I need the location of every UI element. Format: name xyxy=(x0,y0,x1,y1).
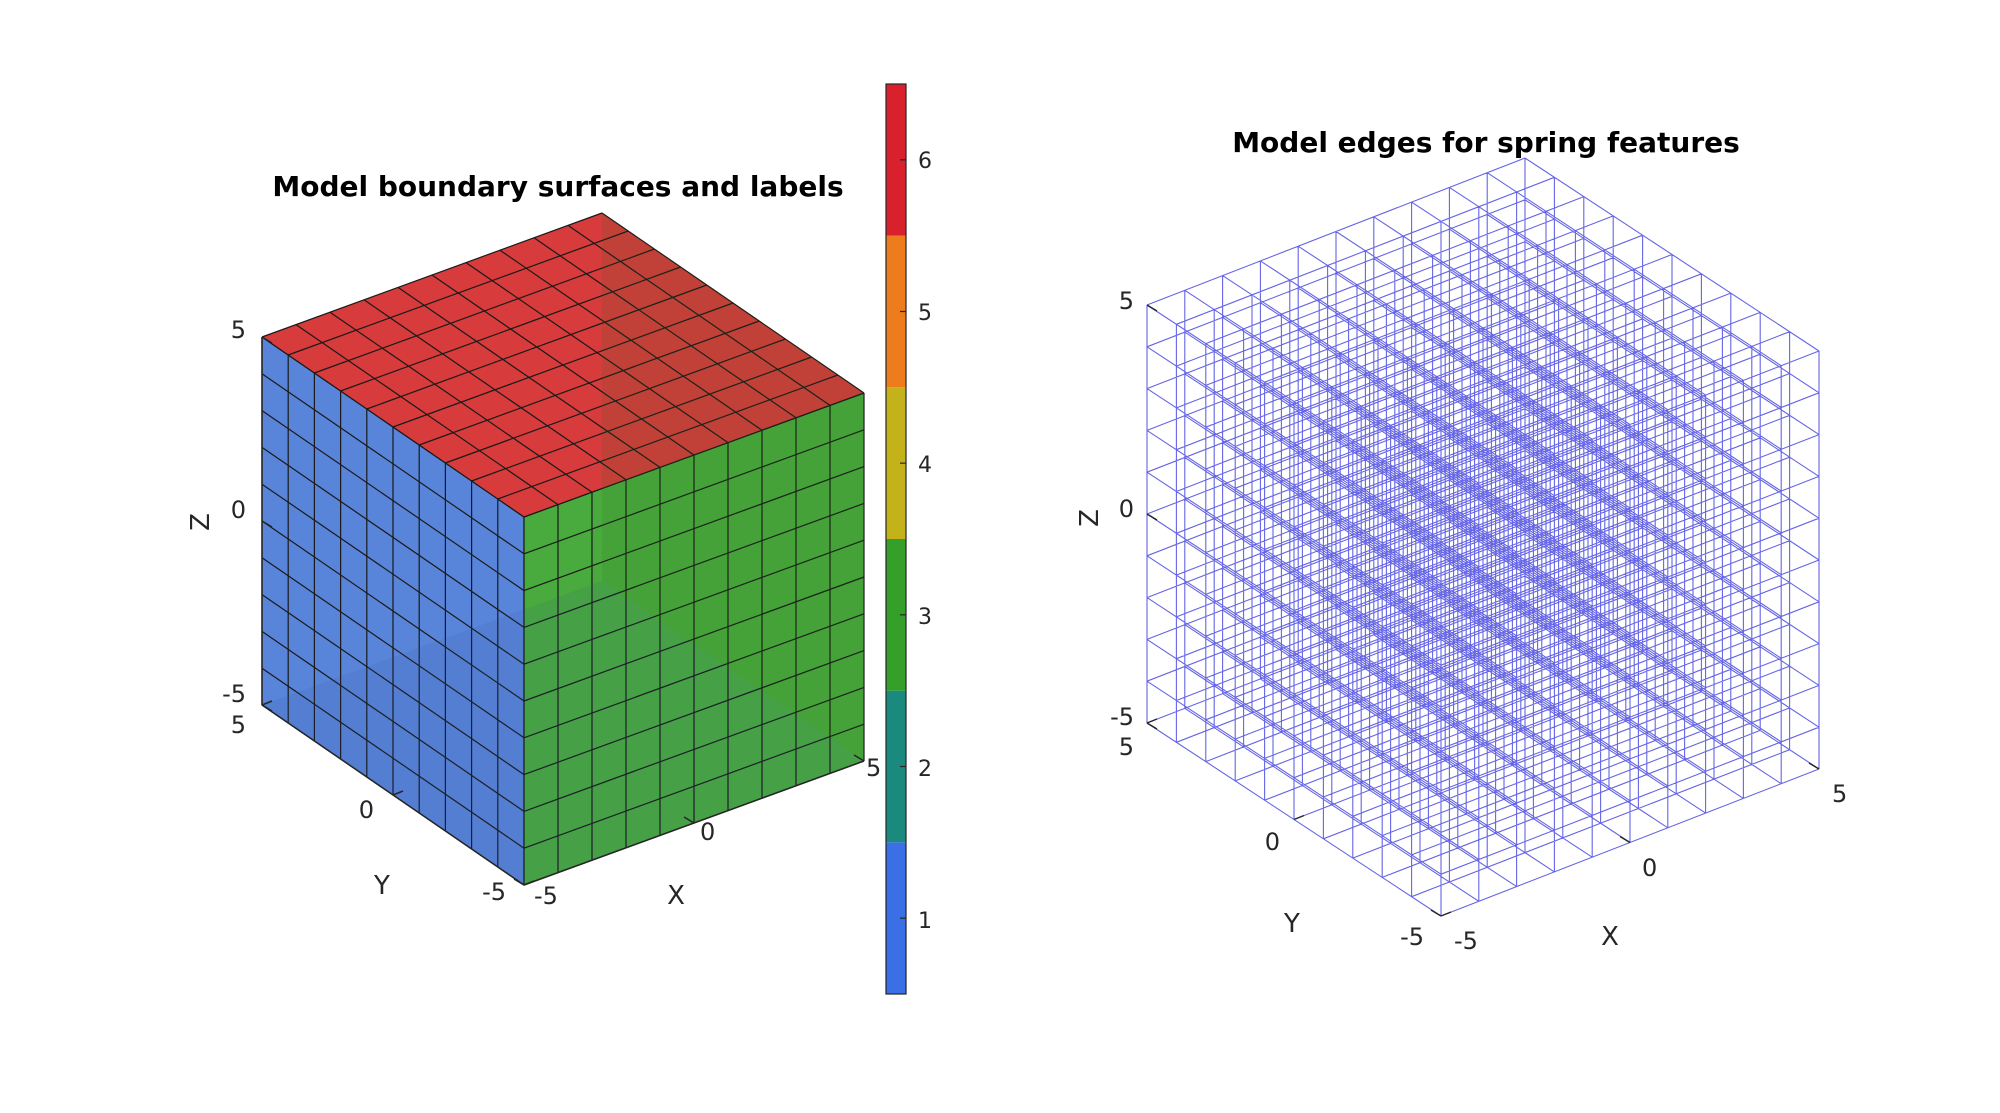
tick-mark xyxy=(1808,762,1820,770)
colorbar-tick-1: 1 xyxy=(918,909,932,934)
colorbar-tick-2: 2 xyxy=(918,757,932,782)
mesh-line xyxy=(287,230,629,356)
colorbar xyxy=(885,83,907,995)
z-tick-0: 0 xyxy=(231,496,246,524)
mesh-line xyxy=(533,237,797,419)
spring-edges-chart: Model edges for spring features 5 0 -5 5… xyxy=(1075,126,1847,955)
boundary-surface-chart: Model boundary surfaces and labels 5 0 -… xyxy=(186,83,932,995)
colorbar-segment xyxy=(886,539,906,691)
y-tick-mark xyxy=(261,700,273,706)
colorbar-tick-6: 6 xyxy=(918,149,932,174)
x-tick-5: 5 xyxy=(1832,780,1847,808)
colorbar-segment xyxy=(886,690,906,843)
mesh-line xyxy=(261,520,525,702)
mesh-line xyxy=(392,302,734,428)
z-axis-label: Z xyxy=(1075,509,1105,527)
z-tick-mark xyxy=(261,704,273,712)
x-tick-minus5: -5 xyxy=(534,882,558,910)
colorbar-segment xyxy=(886,387,906,539)
face-top xyxy=(261,212,865,518)
mesh-line xyxy=(523,466,865,592)
tick-mark xyxy=(1619,835,1631,844)
y-tick-mark xyxy=(392,790,404,796)
chart-title-left: Model boundary surfaces and labels xyxy=(272,170,843,203)
x-tick-mark xyxy=(853,754,865,762)
z-tick-0: 0 xyxy=(1119,495,1134,523)
mesh-line xyxy=(601,212,865,394)
colorbar-tick-5: 5 xyxy=(918,301,932,326)
mesh-line xyxy=(523,429,865,555)
y-tick-5: 5 xyxy=(231,711,246,739)
hidden-bottom-shade xyxy=(262,581,864,885)
mesh-line xyxy=(523,576,865,702)
colorbar-segment xyxy=(886,84,906,236)
chart-title-right: Model edges for spring features xyxy=(1232,126,1740,159)
cube-faces xyxy=(261,212,865,886)
y-tick-minus5: -5 xyxy=(1400,923,1424,951)
y-tick-mark xyxy=(523,880,535,886)
tick-mark xyxy=(1146,718,1158,724)
z-axis-label: Z xyxy=(186,513,216,531)
tick-mark xyxy=(1146,722,1158,730)
x-tick-0: 0 xyxy=(1642,854,1657,882)
colorbar-tick-3: 3 xyxy=(918,605,932,630)
spring-edges xyxy=(1146,157,1820,917)
colorbar-segment xyxy=(886,842,906,994)
z-tick-mark xyxy=(261,520,273,528)
y-tick-5: 5 xyxy=(1119,733,1134,761)
tick-mark xyxy=(1430,909,1442,917)
z-tick-5: 5 xyxy=(1119,287,1134,315)
y-axis-label: Y xyxy=(373,871,390,901)
mesh-line xyxy=(261,483,525,665)
x-tick-0: 0 xyxy=(700,818,715,846)
tick-mark xyxy=(1146,513,1158,521)
mesh-line xyxy=(523,539,865,665)
hidden-back-shade xyxy=(602,213,864,761)
y-tick-0: 0 xyxy=(1265,828,1280,856)
mesh-line xyxy=(499,249,763,431)
z-tick-5: 5 xyxy=(231,316,246,344)
x-tick-mark xyxy=(683,816,695,824)
x-tick-5: 5 xyxy=(866,754,881,782)
colorbar-frame xyxy=(885,83,907,995)
mesh-line xyxy=(523,502,865,628)
x-tick-minus5: -5 xyxy=(1454,927,1478,955)
mesh-line xyxy=(261,446,525,628)
y-tick-0: 0 xyxy=(359,796,374,824)
mesh-line xyxy=(567,224,831,406)
mesh-line xyxy=(340,266,681,392)
tick-mark xyxy=(1146,304,1158,312)
tick-mark xyxy=(1440,911,1452,917)
y-tick-minus5: -5 xyxy=(482,878,506,906)
cube-axes xyxy=(261,336,865,886)
mesh-line xyxy=(261,410,525,592)
z-tick-minus5: -5 xyxy=(1110,703,1134,731)
x-axis-label: X xyxy=(667,881,685,911)
mesh-line xyxy=(261,373,525,555)
tick-mark xyxy=(1293,814,1305,821)
x-tick-mark xyxy=(513,878,525,886)
mesh-line xyxy=(465,262,729,444)
mesh-line xyxy=(314,248,655,374)
z-tick-minus5: -5 xyxy=(222,680,246,708)
z-tick-mark xyxy=(261,336,273,344)
colorbar-segment xyxy=(886,235,906,388)
mesh-line xyxy=(366,284,708,410)
mesh-line xyxy=(261,212,603,338)
colorbar-tick-4: 4 xyxy=(918,453,932,478)
y-axis-label: Y xyxy=(1283,909,1300,939)
wireframe-edges xyxy=(1146,157,1820,917)
x-axis-label: X xyxy=(1601,922,1619,952)
